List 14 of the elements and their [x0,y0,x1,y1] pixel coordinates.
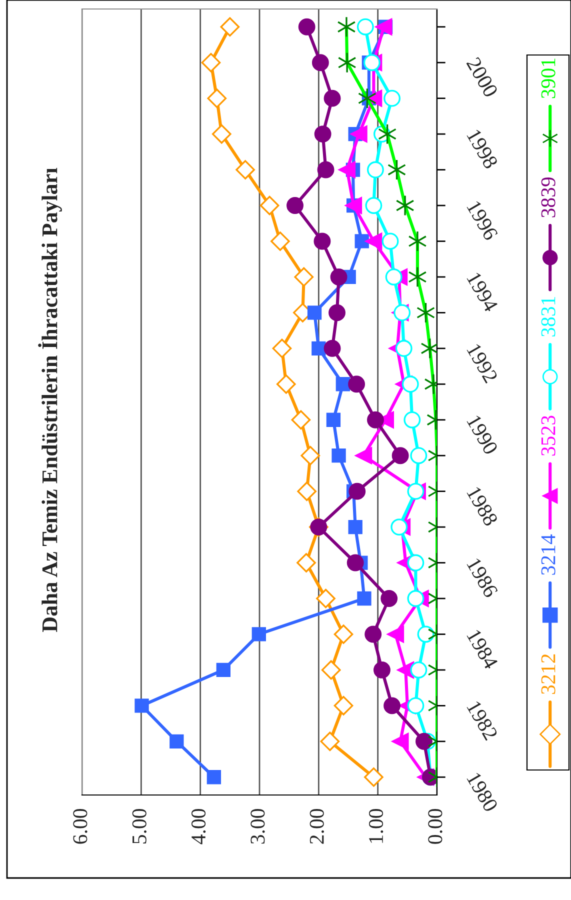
text: 3901 [541,58,556,98]
text: Daha Az Temiz Endüstrilerin İhracattaki Payları [38,168,62,632]
text: 3839 [541,177,556,218]
x-tick-label: 2.00 [310,808,324,844]
text: 3212 [541,654,556,694]
x-tick-label: 1.00 [368,808,384,843]
x-tick-label: 3.00 [250,808,265,844]
x-tick-label: 4.00 [191,808,206,844]
x-tick-label: 5.00 [132,808,146,844]
x-tick-label: 6.00 [73,808,88,844]
text: 3214 [541,534,556,575]
x-tick-label: 0.00 [428,808,442,844]
text: 3523 [541,416,556,456]
text: 3831 [541,297,556,336]
